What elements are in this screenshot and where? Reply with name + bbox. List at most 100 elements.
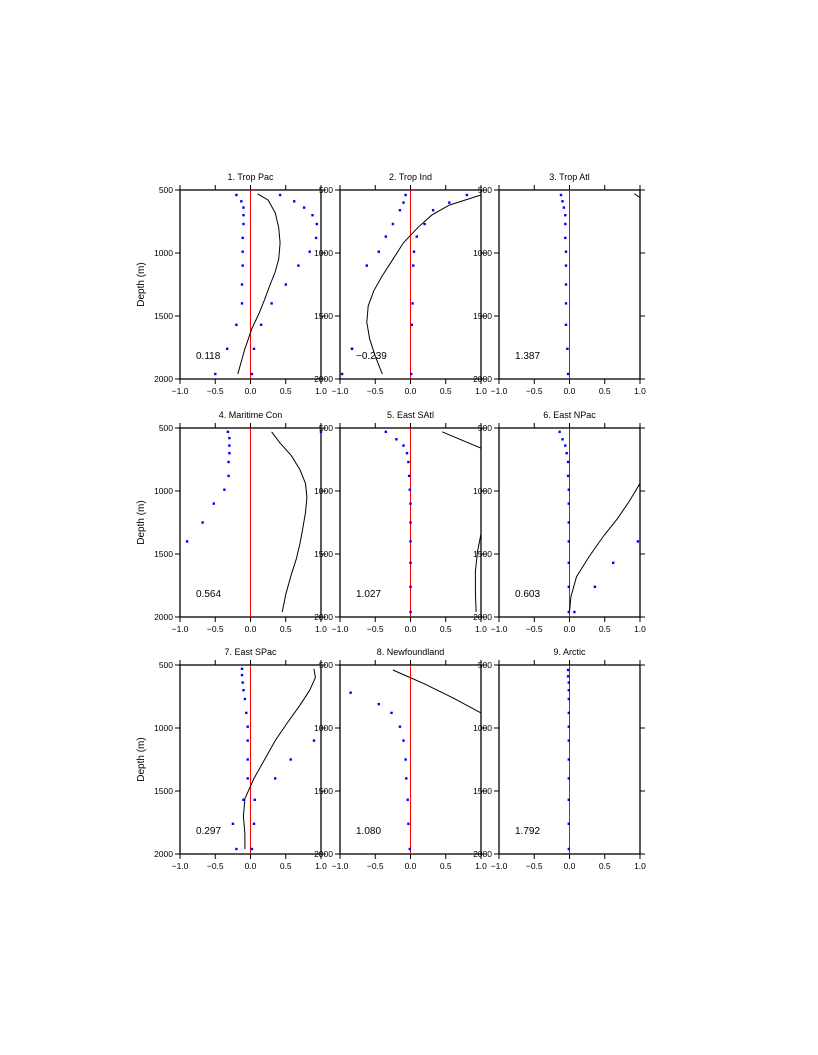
panel-1-dot — [302, 206, 306, 209]
panel-9-dot — [567, 777, 570, 780]
panel-9-x-tick-label: 1.0 — [634, 861, 646, 871]
panel-4-y-tick-label: 2000 — [154, 612, 173, 622]
panel-3-dot — [562, 206, 566, 209]
panel-7: −1.0 −0.5 0.0 0.5 1.0 500 1000 1500 2000 7. East … — [154, 647, 327, 871]
panel-2-dot — [448, 201, 451, 204]
panel-1-dot — [278, 193, 282, 197]
panel-7-dot — [231, 822, 235, 825]
panel-4-x-tick-label: 0.0 — [245, 624, 257, 634]
panel-2-x-tick-label: 1.0 — [475, 386, 487, 396]
panel-1-y-tick-label: 2000 — [154, 374, 173, 384]
panel-1-dot — [214, 372, 217, 376]
panel-2-dot — [404, 193, 407, 197]
panel-2: −1.0 −0.5 0.0 0.5 1.0 500 1000 1500 2000 2. Trop … — [314, 172, 487, 396]
panel-6-dot — [558, 430, 561, 433]
panel-8-y-tick-label: 500 — [319, 660, 333, 670]
panel-4-y-tick-label: 1500 — [154, 549, 173, 559]
panel-5-x-tick-label: 1.0 — [475, 624, 487, 634]
panel-8-dot — [377, 702, 380, 706]
panel-6-dot — [567, 540, 570, 543]
panel-5-y-tick-label: 500 — [319, 423, 333, 433]
panel-5-y-tick-label: 2000 — [314, 612, 333, 622]
panel-3-x-tick-label: −1.0 — [491, 386, 508, 396]
panel-1-dot — [314, 236, 318, 240]
panel-4-dot — [227, 474, 230, 478]
panel-2-dot — [350, 347, 354, 350]
panel-1-dot — [270, 302, 273, 305]
panel-1-dot — [241, 236, 244, 240]
panel-5-dot — [409, 610, 412, 614]
panel-1: −1.0 −0.5 0.0 0.5 1.0 500 1000 1500 2000 1. Trop … — [154, 172, 327, 396]
panel-5-title: 5. East SAtl — [387, 410, 434, 420]
panel-1-y-tick-label: 500 — [159, 185, 173, 195]
panel-2-x-tick-label: −0.5 — [367, 386, 384, 396]
panel-7-dot — [240, 667, 244, 670]
panel-5-curve — [442, 431, 481, 449]
panel-1-dot — [308, 250, 311, 253]
panel-4-x-tick-label: −0.5 — [207, 624, 224, 634]
panel-7-x-tick-label: 0.5 — [280, 861, 292, 871]
panel-1-dot — [240, 200, 243, 203]
panel-6-dot — [567, 610, 570, 614]
panel-3-y-tick-label: 1000 — [473, 248, 492, 258]
panel-5-dot — [409, 585, 412, 588]
panel-9-y-tick-label: 500 — [478, 660, 492, 670]
panel-6-x-tick-label: 1.0 — [634, 624, 646, 634]
panel-1-dot — [241, 250, 244, 253]
panel-1-x-tick-label: 1.0 — [315, 386, 327, 396]
panel-5-dot — [407, 474, 411, 478]
panel-9-dot — [566, 668, 570, 672]
panel-9-x-tick-label: −1.0 — [491, 861, 508, 871]
panel-2-y-tick-label: 500 — [319, 185, 333, 195]
panel-2-dot — [340, 372, 344, 376]
panel-9-dot — [566, 675, 570, 678]
panel-6-dot — [567, 585, 570, 588]
panel-4-y-tick-label: 500 — [159, 423, 173, 433]
panel-3-y-tick-label: 500 — [478, 185, 492, 195]
panel-2-x-tick-label: 0.5 — [440, 386, 452, 396]
panel-4-curve — [271, 431, 308, 613]
panel-9-dot — [567, 697, 570, 701]
panel-4-dot — [319, 430, 323, 433]
panel-2-x-tick-label: 0.0 — [405, 386, 417, 396]
panel-8-y-tick-label: 2000 — [314, 849, 333, 859]
panel-3-dot — [564, 323, 568, 326]
panel-8-x-tick-label: 0.5 — [440, 861, 452, 871]
panel-7-dot — [289, 758, 292, 761]
panel-1-dot — [240, 302, 244, 305]
panel-5-x-tick-label: 0.5 — [440, 624, 452, 634]
panel-7-dot — [246, 758, 249, 761]
panel-8-x-tick-label: 1.0 — [475, 861, 487, 871]
panel-1-dot — [297, 264, 300, 267]
panel-6-dot — [564, 444, 567, 447]
panel-1-dot — [250, 372, 254, 376]
panel-8-annotation: 1.080 — [356, 826, 381, 837]
panel-6-dot — [561, 438, 564, 441]
panel-1-dot — [235, 323, 238, 326]
panel-1-title: 1. Trop Pac — [227, 172, 274, 182]
panel-1-dot — [242, 222, 245, 226]
panel-2-dot — [431, 209, 435, 212]
panel-4-dot — [227, 460, 230, 464]
panel-2-title: 2. Trop Ind — [389, 172, 432, 182]
panel-8-dot — [406, 798, 409, 801]
panel-3-x-tick-label: 1.0 — [634, 386, 646, 396]
panel-8-dot — [408, 847, 411, 851]
panel-7-annotation: 0.297 — [196, 826, 221, 837]
panel-7-dot — [252, 822, 256, 825]
panel-7-x-tick-label: −1.0 — [172, 861, 189, 871]
panel-2-dot — [412, 264, 415, 267]
panel-3-y-tick-label: 2000 — [473, 374, 492, 384]
panel-4-annotation: 0.564 — [196, 589, 221, 600]
panel-7-dot — [246, 725, 249, 728]
panel-5-y-tick-label: 1500 — [314, 549, 333, 559]
panel-1-dot — [235, 193, 238, 197]
panel-3-dot — [564, 222, 567, 226]
panel-9-x-tick-label: 0.0 — [564, 861, 576, 871]
panel-3-dot — [559, 193, 563, 197]
panel-3-x-tick-label: −0.5 — [526, 386, 543, 396]
panel-4-x-tick-label: 1.0 — [315, 624, 327, 634]
panel-3-dot — [564, 302, 568, 305]
panel-4-dot — [228, 452, 231, 455]
panel-5-dot — [405, 452, 409, 455]
